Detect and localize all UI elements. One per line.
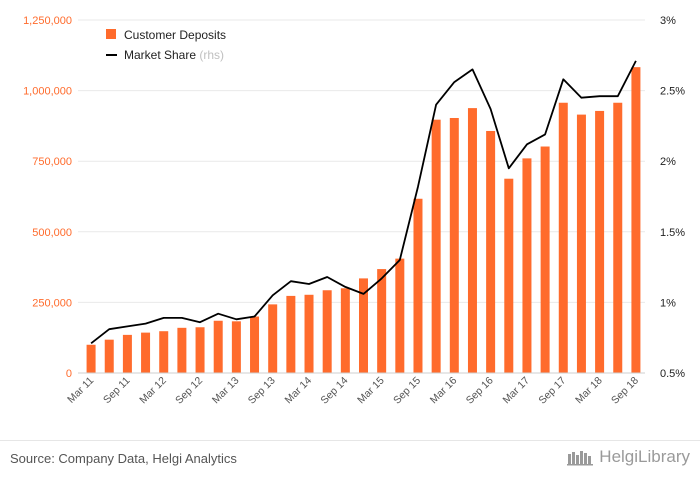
x-tick-label: Sep 13 <box>246 375 278 407</box>
deposit-bar <box>268 304 278 373</box>
right-tick-label: 2.5% <box>660 86 685 98</box>
deposit-bar <box>340 288 350 373</box>
x-tick-label: Mar 16 <box>428 375 460 407</box>
deposit-bar <box>558 102 568 374</box>
brand-logo[interactable]: HelgiLibrary <box>567 447 690 467</box>
x-tick-label: Mar 15 <box>355 375 387 407</box>
market-share-series-line <box>90 60 637 345</box>
legend-swatch-deposits <box>106 29 116 39</box>
x-tick-label: Sep 18 <box>609 375 641 407</box>
x-tick-label: Mar 17 <box>500 375 532 407</box>
right-tick-label: 1.5% <box>660 227 685 239</box>
left-tick-label: 750,000 <box>32 156 72 168</box>
deposit-bar <box>104 339 114 373</box>
deposit-bar <box>377 269 387 373</box>
deposit-bar <box>540 146 550 373</box>
combo-chart: 0 250,000 500,000 750,000 1,000,000 1,250,000… <box>23 15 685 407</box>
deposit-bar <box>359 278 368 373</box>
deposit-bar <box>141 332 151 373</box>
x-tick-label: Sep 12 <box>173 375 205 407</box>
deposit-bar <box>467 108 477 374</box>
deposit-bar <box>286 295 296 373</box>
deposit-bar <box>504 178 514 373</box>
x-tick-label: Sep 11 <box>101 375 133 407</box>
deposit-bar <box>177 327 187 373</box>
right-axis: 0.5% 1% 1.5% 2% 2.5% 3% <box>660 15 685 380</box>
deposit-bar <box>613 102 623 374</box>
deposit-bar <box>231 321 241 373</box>
deposit-bar <box>195 327 205 373</box>
x-tick-label: Mar 12 <box>137 375 169 407</box>
right-tick-label: 3% <box>660 15 676 27</box>
deposit-bar <box>522 158 532 373</box>
deposit-bar <box>213 320 223 373</box>
deposit-bar <box>595 110 605 373</box>
brand-name: HelgiLibrary <box>599 447 690 466</box>
x-tick-label: Sep 16 <box>464 375 496 407</box>
right-tick-label: 1% <box>660 297 676 309</box>
left-tick-label: 1,000,000 <box>23 86 72 98</box>
library-logo-icon <box>567 451 594 466</box>
deposit-bar <box>86 344 96 373</box>
x-axis: Mar 11 Sep 11 Mar 12 Sep 12 Mar 13 Sep 13 Mar … <box>65 372 645 407</box>
deposit-bar <box>250 316 260 373</box>
x-tick-label: Sep 15 <box>391 375 423 407</box>
market-share-line <box>90 60 637 345</box>
legend-label-deposits: Customer Deposits <box>124 28 226 42</box>
right-tick-label: 0.5% <box>660 368 685 380</box>
legend: Customer Deposits Market Share (rhs) <box>106 28 226 62</box>
left-tick-label: 0 <box>66 368 72 380</box>
deposit-bar <box>122 334 132 373</box>
left-tick-label: 250,000 <box>32 297 72 309</box>
deposit-bar <box>159 331 169 373</box>
left-tick-label: 1,250,000 <box>23 15 72 27</box>
legend-label-market-share: Market Share (rhs) <box>124 48 224 62</box>
x-tick-label: Mar 14 <box>283 375 315 407</box>
deposit-bar <box>486 130 496 373</box>
footer-divider <box>0 440 700 441</box>
deposit-bar <box>322 290 332 373</box>
deposit-bar <box>631 67 641 373</box>
source-note: Source: Company Data, Helgi Analytics <box>10 451 237 466</box>
deposit-bar <box>395 258 405 373</box>
x-tick-label: Sep 17 <box>536 375 568 407</box>
legend-rhs-note: (rhs) <box>199 48 224 62</box>
x-tick-label: Mar 18 <box>573 375 605 407</box>
x-tick-label: Mar 13 <box>210 375 242 407</box>
deposit-bar <box>304 294 314 373</box>
x-tick-label: Sep 14 <box>318 375 350 407</box>
deposit-bars <box>86 67 641 374</box>
deposit-bar <box>576 114 586 373</box>
deposit-bar <box>413 198 423 373</box>
left-tick-label: 500,000 <box>32 227 72 239</box>
deposit-bar <box>431 119 441 374</box>
left-axis: 0 250,000 500,000 750,000 1,000,000 1,250,000 <box>23 15 72 380</box>
deposit-bar <box>449 117 459 373</box>
right-tick-label: 2% <box>660 156 676 168</box>
